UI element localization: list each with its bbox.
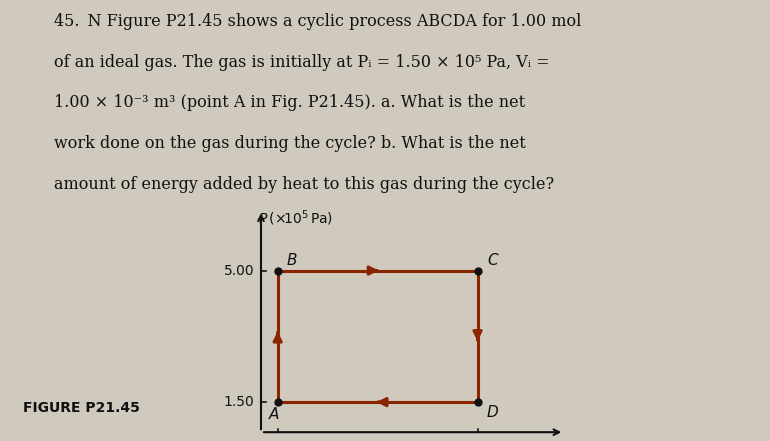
Text: $P\,(\times\!10^5\,\mathrm{Pa})$: $P\,(\times\!10^5\,\mathrm{Pa})$ bbox=[258, 209, 333, 228]
Text: 5.00: 5.00 bbox=[224, 264, 254, 277]
FancyArrowPatch shape bbox=[378, 399, 387, 406]
Text: FIGURE P21.45: FIGURE P21.45 bbox=[23, 400, 140, 415]
FancyArrowPatch shape bbox=[474, 331, 481, 340]
Text: of an ideal gas. The gas is initially at Pᵢ = 1.50 × 10⁵ Pa, Vᵢ =: of an ideal gas. The gas is initially at… bbox=[54, 54, 550, 71]
Text: A: A bbox=[270, 407, 280, 422]
Text: 1.50: 1.50 bbox=[223, 395, 254, 409]
Text: amount of energy added by heat to this gas during the cycle?: amount of energy added by heat to this g… bbox=[54, 176, 554, 193]
Text: work done on the gas during the cycle? b. What is the net: work done on the gas during the cycle? b… bbox=[54, 135, 526, 152]
Text: 45. N Figure P21.45 shows a cyclic process ABCDA for 1.00 mol: 45. N Figure P21.45 shows a cyclic proce… bbox=[54, 13, 581, 30]
FancyArrowPatch shape bbox=[368, 267, 377, 274]
Text: 1.00 × 10⁻³ m³ (point A in Fig. P21.45). a. What is the net: 1.00 × 10⁻³ m³ (point A in Fig. P21.45).… bbox=[54, 94, 525, 112]
Text: B: B bbox=[287, 253, 297, 268]
Text: D: D bbox=[487, 405, 499, 420]
FancyArrowPatch shape bbox=[274, 333, 281, 342]
Text: C: C bbox=[487, 253, 497, 268]
